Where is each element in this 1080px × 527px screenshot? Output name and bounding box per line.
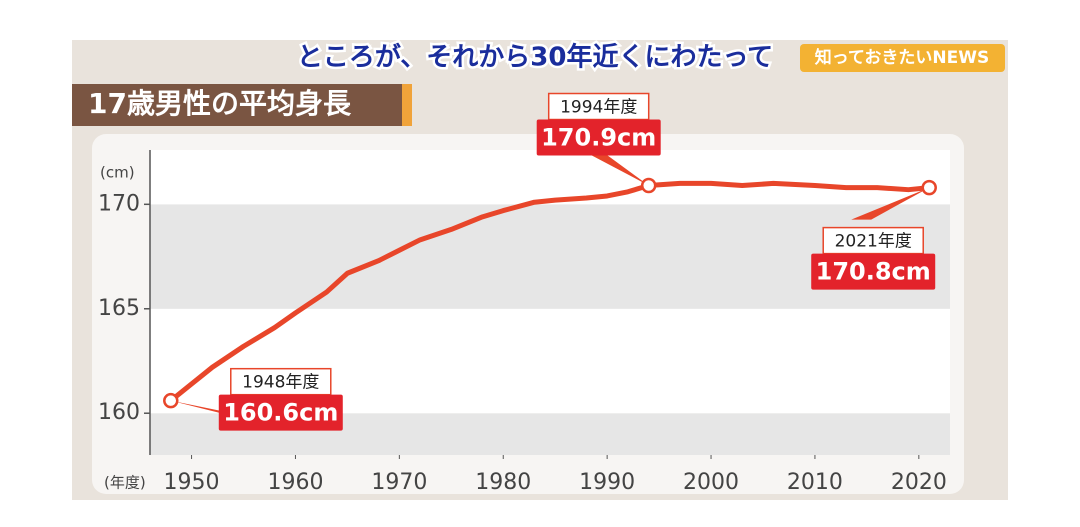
annotation-pointer	[576, 147, 649, 186]
x-unit: (年度)	[104, 474, 146, 492]
title-box	[72, 84, 402, 126]
annotation-value-box	[811, 253, 936, 290]
annotation-marker	[163, 392, 179, 409]
logo-box	[800, 44, 1005, 72]
annotation-period-box	[230, 367, 332, 396]
annotation-pointer	[170, 400, 279, 423]
annotation-period: 1994年度	[560, 98, 637, 118]
y-tick-label: 165	[98, 296, 140, 321]
data-line	[168, 180, 932, 404]
chart-title: 17歳男性の平均身長	[88, 87, 352, 120]
y-unit: (cm)	[100, 164, 135, 182]
annotation-value: 170.9cm	[541, 124, 656, 152]
annotation-pointer	[851, 187, 930, 220]
x-tick-label: 1980	[475, 470, 531, 495]
annotation-value: 170.8cm	[816, 258, 931, 286]
annotation-marker	[640, 177, 657, 194]
annotation-value-box	[536, 119, 661, 156]
x-tick-label: 2010	[787, 470, 843, 495]
annotation-value: 160.6cm	[223, 399, 338, 427]
x-tick-label: 2020	[891, 470, 947, 495]
y-tick-label: 160	[98, 400, 140, 425]
x-tick-label: 1970	[371, 470, 427, 495]
plot-band	[150, 150, 950, 205]
annotation-period: 2021年度	[835, 232, 912, 252]
annotation-marker	[921, 179, 937, 196]
annotation-period-box	[547, 92, 650, 121]
x-tick-label: 1960	[267, 470, 323, 495]
x-tick-label: 1950	[164, 470, 220, 495]
logo: 知っておきたいNEWS	[814, 47, 989, 68]
x-tick-label: 2000	[683, 470, 739, 495]
caption: ところが、それから30年近くにわたって	[297, 42, 773, 73]
annotation-period-box	[822, 226, 924, 255]
annotation-period: 1948年度	[242, 373, 319, 393]
x-tick-label: 1990	[579, 470, 635, 495]
annotation-value-box	[218, 394, 343, 431]
y-tick-label: 170	[98, 191, 140, 216]
